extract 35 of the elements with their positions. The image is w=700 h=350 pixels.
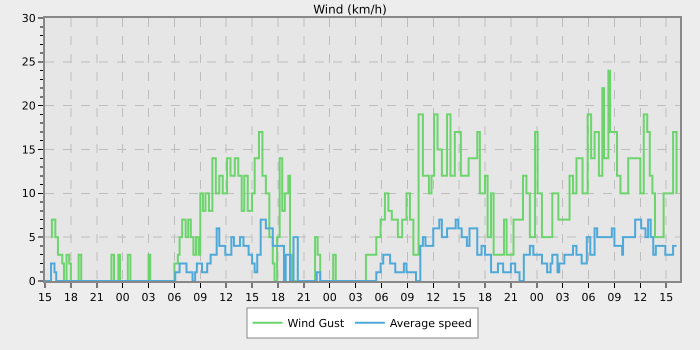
x-tick-label: 09 bbox=[400, 291, 414, 304]
x-tick-label: 09 bbox=[607, 291, 622, 304]
y-tick-label: 15 bbox=[22, 143, 36, 156]
x-tick-label: 00 bbox=[322, 291, 337, 304]
y-tick-label: 5 bbox=[28, 231, 36, 244]
x-tick-label: 03 bbox=[556, 291, 570, 304]
chart-title: Wind (km/h) bbox=[313, 2, 387, 17]
y-tick-label: 20 bbox=[22, 100, 36, 113]
x-tick-label: 21 bbox=[90, 291, 104, 304]
y-tick-label: 30 bbox=[22, 12, 36, 25]
x-tick-label: 18 bbox=[270, 291, 285, 304]
x-tick-label: 03 bbox=[142, 291, 156, 304]
legend-label: Average speed bbox=[390, 317, 472, 330]
legend-label: Wind Gust bbox=[288, 317, 345, 330]
x-tick-label: 12 bbox=[219, 291, 234, 304]
x-tick-label: 00 bbox=[116, 291, 130, 304]
x-tick-label: 15 bbox=[452, 291, 466, 304]
x-tick-label: 09 bbox=[193, 291, 208, 304]
x-tick-label: 06 bbox=[582, 291, 596, 304]
x-tick-label: 15 bbox=[38, 291, 52, 304]
y-tick-label: 10 bbox=[22, 187, 36, 200]
x-tick-label: 15 bbox=[659, 291, 674, 304]
x-tick-label: 21 bbox=[296, 291, 311, 304]
x-tick-label: 06 bbox=[167, 291, 182, 304]
x-tick-label: 18 bbox=[64, 291, 78, 304]
x-tick-label: 15 bbox=[245, 291, 260, 304]
x-tick-label: 03 bbox=[348, 291, 363, 304]
x-tick-label: 06 bbox=[374, 291, 388, 304]
x-tick-label: 12 bbox=[633, 291, 648, 304]
y-tick-label: 25 bbox=[22, 56, 36, 69]
x-tick-label: 21 bbox=[504, 291, 518, 304]
y-tick-label: 0 bbox=[28, 274, 36, 288]
x-tick-label: 12 bbox=[426, 291, 440, 304]
x-tick-label: 00 bbox=[530, 291, 544, 304]
x-tick-label: 18 bbox=[478, 291, 492, 304]
